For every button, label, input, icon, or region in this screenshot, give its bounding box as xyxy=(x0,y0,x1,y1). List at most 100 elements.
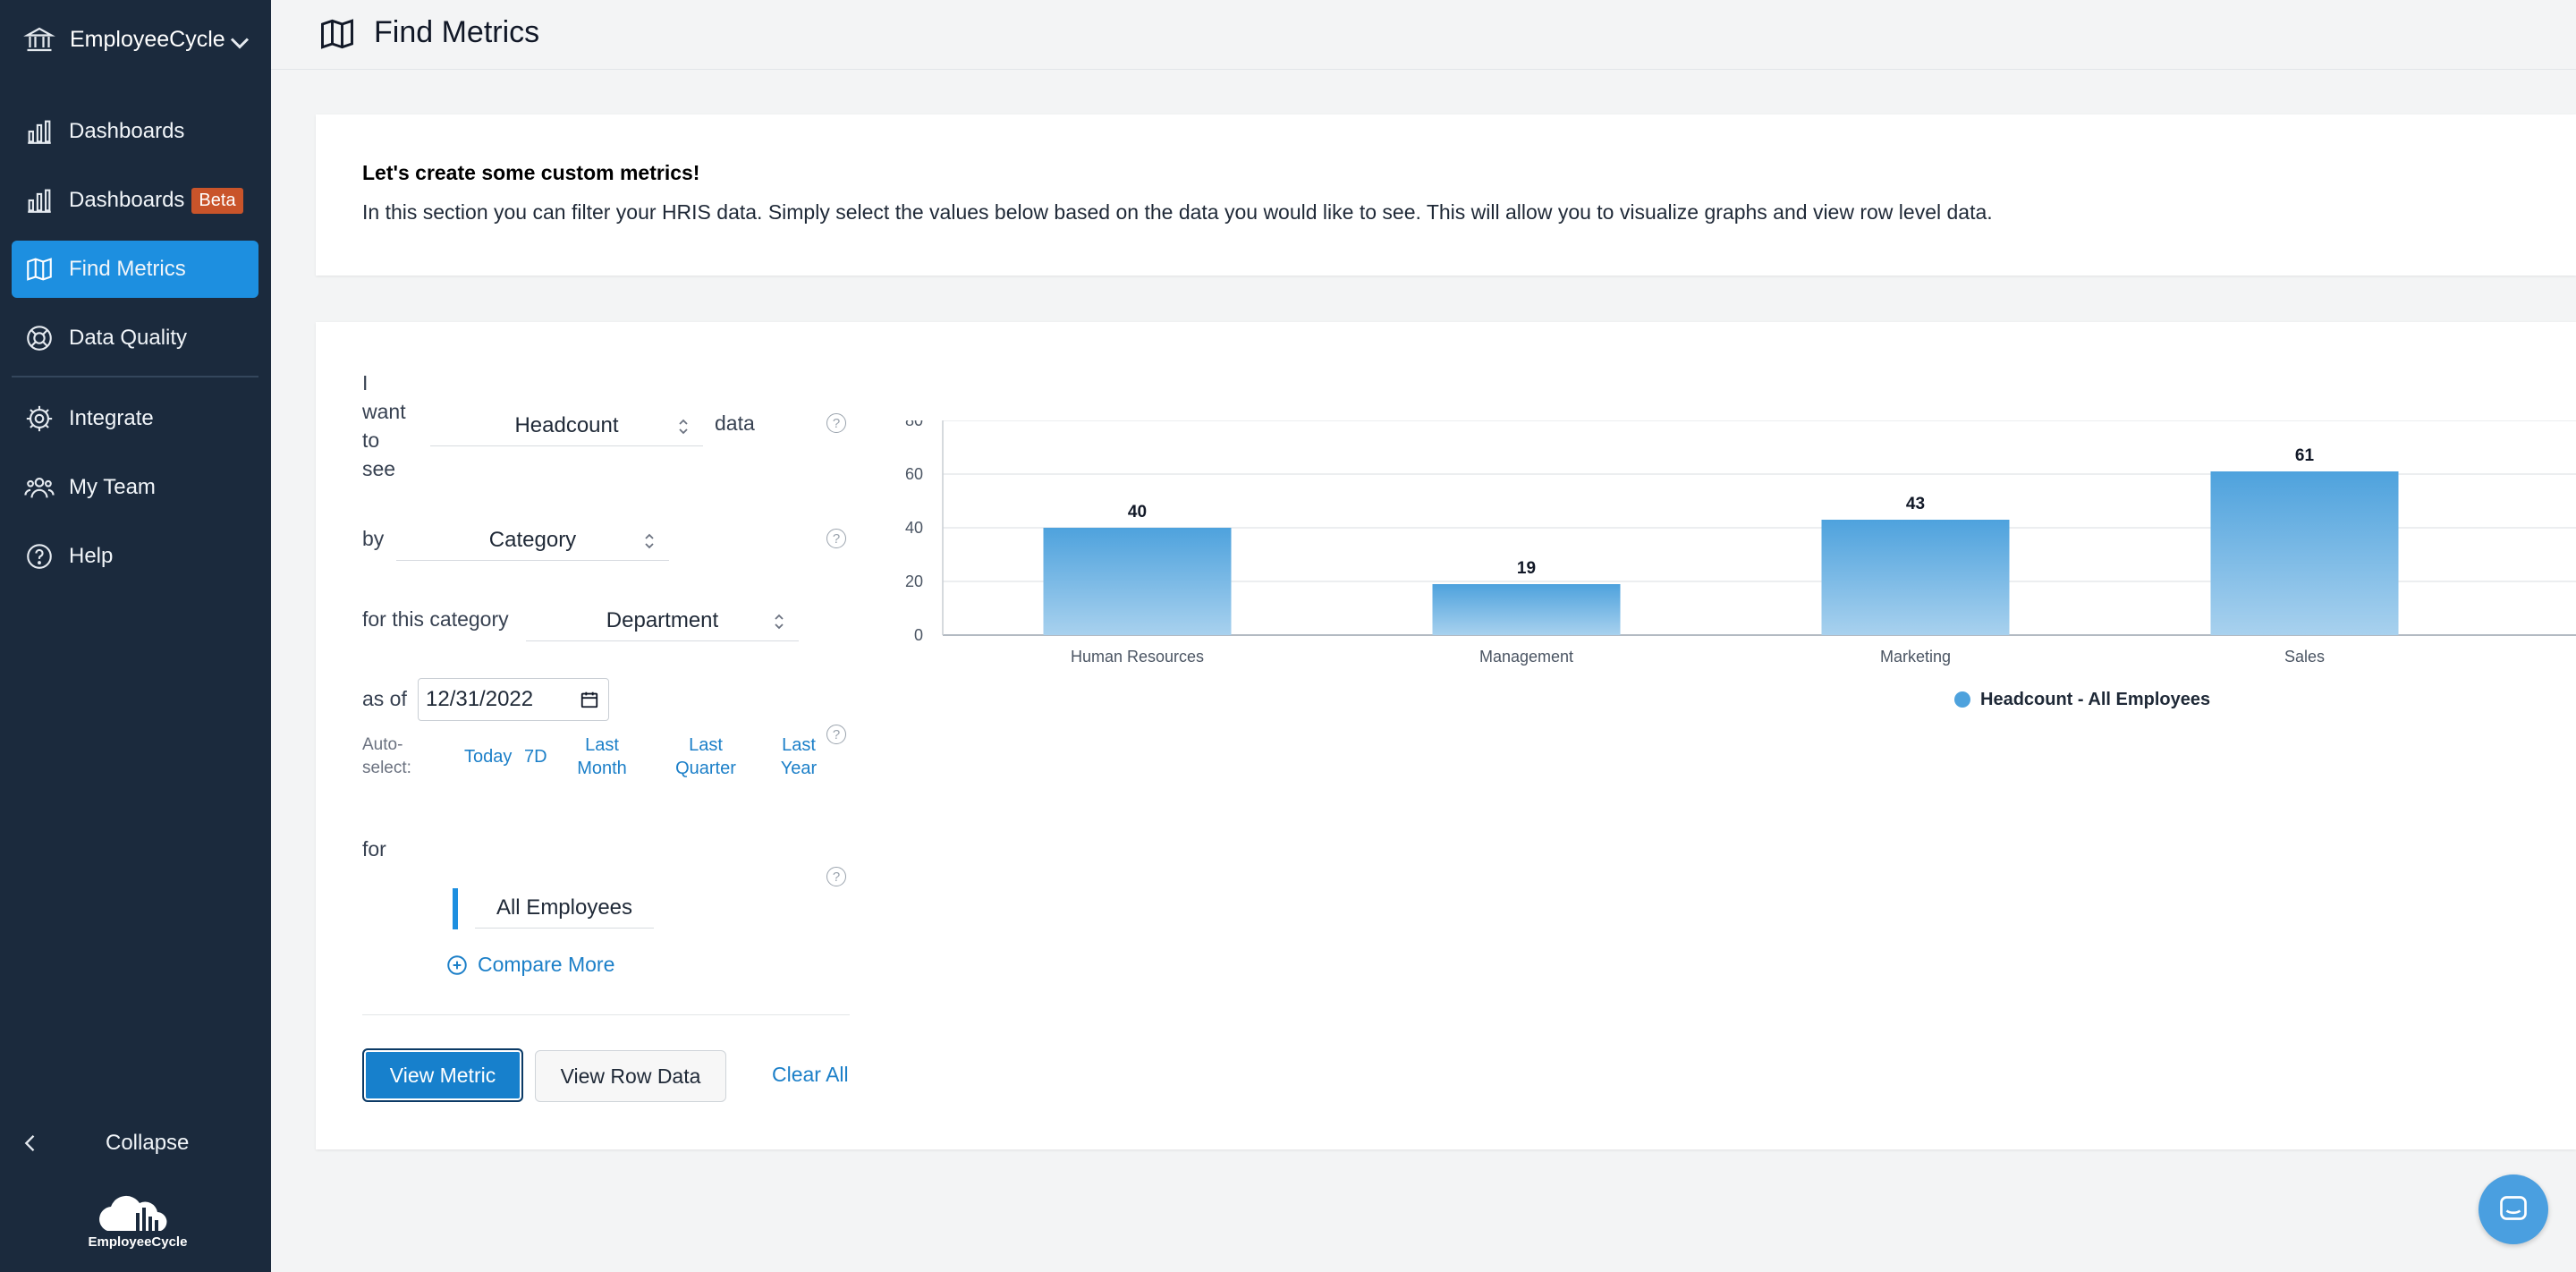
clear-all-link[interactable]: Clear All xyxy=(772,1063,849,1086)
bar xyxy=(1043,528,1232,635)
auto-today-link[interactable]: Today xyxy=(464,747,513,767)
auto-last-quarter-link[interactable]: Last Quarter xyxy=(670,734,741,780)
link-line: Month xyxy=(577,759,627,778)
cloud-logo-icon xyxy=(99,1195,167,1231)
collapse-label: Collapse xyxy=(106,1131,190,1155)
data-label: 61 xyxy=(2295,446,2315,465)
help-circle-icon xyxy=(27,544,52,569)
legend-label: Headcount - All Employees xyxy=(1980,690,2210,709)
sidebar-item-data-quality[interactable]: Data Quality xyxy=(12,310,258,367)
chat-launcher-button[interactable] xyxy=(2479,1174,2548,1244)
auto-7d-link[interactable]: 7D xyxy=(524,747,547,767)
x-tick-label: Marketing xyxy=(1880,648,1951,666)
want-line: see xyxy=(362,457,396,480)
view-row-data-button[interactable]: View Row Data xyxy=(535,1050,726,1102)
divider xyxy=(362,1014,850,1015)
sidebar-item-label: Help xyxy=(69,544,114,568)
by-label: by xyxy=(362,527,385,550)
sidebar-item-my-team[interactable]: My Team xyxy=(12,459,258,516)
page-title: Find Metrics xyxy=(374,15,540,49)
y-tick-label: 0 xyxy=(914,626,923,644)
link-line: Last xyxy=(689,735,723,755)
as-of-label: as of xyxy=(362,687,407,710)
sidebar-item-dashboards[interactable]: Dashboards xyxy=(12,103,258,160)
headcount-bar-chart: 0 20 40 60 80 40 Human Resources 19 Management 43… xyxy=(870,411,2576,868)
sort-caret-icon xyxy=(679,419,688,435)
y-tick-label: 40 xyxy=(905,519,923,537)
sidebar-item-label: My Team xyxy=(69,475,156,499)
want-line: want xyxy=(362,400,406,423)
x-tick-label: Sales xyxy=(2284,648,2325,666)
x-tick-label: Management xyxy=(1479,648,1573,666)
map-icon xyxy=(27,258,52,281)
date-input[interactable]: 12/31/2022 xyxy=(418,678,609,721)
chat-icon xyxy=(2500,1196,2527,1220)
for-category-label: for this category xyxy=(362,607,509,631)
y-tick-label: 20 xyxy=(905,572,923,590)
want-line: to xyxy=(362,428,380,452)
sidebar-item-find-metrics[interactable]: Find Metrics xyxy=(12,241,258,298)
auto-last-year-link[interactable]: Last Year xyxy=(776,734,821,780)
series-color-bar xyxy=(453,888,458,929)
compare-more-link[interactable]: Compare More xyxy=(445,953,614,977)
link-line: Quarter xyxy=(675,759,736,778)
link-line: Last xyxy=(585,735,619,755)
population-select[interactable]: All Employees xyxy=(475,887,654,929)
view-metric-button[interactable]: View Metric xyxy=(362,1048,523,1102)
category-select-value: Category xyxy=(488,527,577,552)
sidebar-item-label: Data Quality xyxy=(69,326,188,350)
help-icon[interactable]: ? xyxy=(826,413,846,433)
department-select-value: Department xyxy=(606,607,719,632)
page-header: Find Metrics xyxy=(271,0,2576,70)
data-label: 40 xyxy=(1128,503,1147,522)
want-to-see-label: I want to see xyxy=(362,369,406,483)
sidebar-item-label: Dashboards xyxy=(69,119,185,143)
population-select-value: All Employees xyxy=(496,895,633,920)
sidebar-item-label: Find Metrics xyxy=(69,257,186,281)
chevron-down-icon xyxy=(230,38,250,49)
sidebar-item-integrate[interactable]: Integrate xyxy=(12,390,258,447)
org-switcher[interactable]: EmployeeCycle xyxy=(23,18,256,61)
sidebar-item-help[interactable]: Help xyxy=(12,528,258,585)
metric-select[interactable]: Headcount xyxy=(430,405,703,446)
metric-select-value: Headcount xyxy=(514,412,619,437)
data-label: data xyxy=(715,411,755,435)
help-icon[interactable]: ? xyxy=(826,529,846,548)
sidebar-item-label: Dashboards xyxy=(69,188,185,212)
sidebar-divider xyxy=(12,376,258,377)
auto-select-line: Auto- xyxy=(362,735,403,754)
auto-last-month-link[interactable]: Last Month xyxy=(575,734,629,780)
date-input-value: 12/31/2022 xyxy=(426,687,534,711)
bar xyxy=(2210,471,2399,635)
for-label: for xyxy=(362,837,386,861)
collapse-button[interactable]: Collapse xyxy=(18,1125,242,1161)
logo-text: EmployeeCycle xyxy=(88,1234,188,1250)
sort-caret-icon xyxy=(645,533,654,549)
org-name: EmployeeCycle xyxy=(70,26,225,52)
metric-builder-card: I want to see Headcount data ? by Catego… xyxy=(316,322,2576,1149)
chevron-left-icon xyxy=(24,1135,35,1151)
gear-icon xyxy=(26,405,53,432)
category-select[interactable]: Category xyxy=(396,520,669,561)
beta-badge: Beta xyxy=(191,187,243,214)
want-line: I xyxy=(362,371,369,394)
map-icon xyxy=(321,19,353,49)
data-label: 19 xyxy=(1517,559,1536,578)
compare-more-label: Compare More xyxy=(478,953,615,976)
bank-icon xyxy=(23,27,55,52)
department-select[interactable]: Department xyxy=(526,600,799,641)
plus-circle-icon xyxy=(447,954,467,975)
calendar-icon xyxy=(580,691,598,708)
intro-card: Let's create some custom metrics! In thi… xyxy=(316,114,2576,276)
sidebar-item-label: Integrate xyxy=(69,406,154,430)
help-icon[interactable]: ? xyxy=(826,867,846,886)
sidebar: EmployeeCycle Dashboards Dashboards Beta… xyxy=(0,0,271,1272)
bar xyxy=(1432,584,1621,635)
link-line: Last xyxy=(782,735,816,755)
sidebar-item-dashboards-beta[interactable]: Dashboards Beta xyxy=(12,172,258,229)
intro-text: In this section you can filter your HRIS… xyxy=(362,200,1993,224)
x-tick-label: Human Resources xyxy=(1071,648,1204,666)
sort-caret-icon xyxy=(775,614,784,630)
intro-title: Let's create some custom metrics! xyxy=(362,161,700,184)
help-icon[interactable]: ? xyxy=(826,725,846,744)
